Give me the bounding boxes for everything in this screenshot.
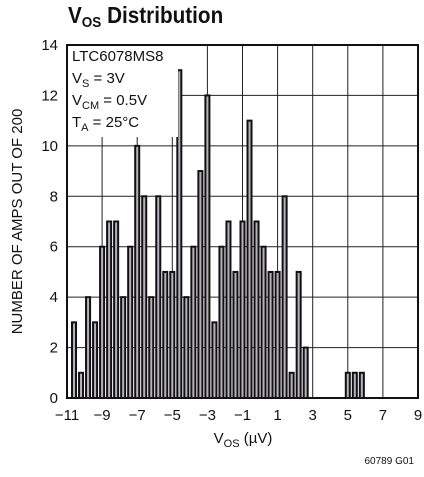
annotation-rest: = 0.5V (99, 92, 147, 109)
annotation-subscript: S (82, 78, 89, 90)
chart-title: VOS Distribution (68, 2, 223, 31)
histogram-bar (351, 371, 358, 399)
histogram-bar (274, 270, 281, 399)
title-main: V (68, 2, 82, 28)
annotation-main: LTC6078MS8 (72, 48, 163, 65)
histogram-bar (85, 296, 92, 399)
histogram-bar (113, 220, 120, 399)
histogram-bar (288, 371, 295, 399)
x-tick-label: 3 (309, 407, 317, 424)
y-tick-labels: 0 2 4 6 8 10 12 14 (41, 37, 58, 407)
annotation-line: VS = 3V (72, 70, 125, 90)
y-tick-label: 4 (50, 289, 58, 306)
y-tick-label: 10 (41, 138, 58, 155)
annotation-rest: = 25°C (89, 114, 140, 131)
histogram-bar (232, 270, 239, 399)
histogram-bar (155, 195, 162, 399)
axis-titles: VOS (µV) NUMBER OF AMPS OUT OF 200 (9, 109, 272, 450)
annotation-rest: = 3V (89, 70, 124, 87)
annotation-background (68, 46, 178, 137)
histogram-bar (281, 195, 288, 399)
plot-frame (66, 44, 419, 399)
annotation-line: VCM = 0.5V (72, 92, 147, 112)
annotation-line: LTC6078MS8 (72, 48, 163, 65)
histogram-bar (141, 195, 148, 399)
histogram-bar (253, 220, 260, 399)
x-tick-label: 7 (379, 407, 387, 424)
y-tick-label: 14 (41, 37, 58, 54)
plot-border (66, 44, 419, 399)
title-sub: OS (81, 14, 102, 31)
histogram-bar (225, 220, 232, 399)
histogram-bar (162, 270, 169, 399)
histogram-bar (267, 270, 274, 399)
y-tick-label: 0 (50, 390, 58, 407)
histogram-bar (204, 94, 211, 400)
histogram-bar (218, 245, 225, 399)
x-tick-label: 5 (344, 407, 352, 424)
annotation-subscript: CM (82, 100, 99, 112)
histogram-bar (260, 245, 267, 399)
histogram-bar (106, 220, 113, 399)
histogram-bar (239, 220, 246, 399)
histogram-bar (78, 371, 85, 399)
x-axis-title: VOS (µV) (214, 430, 273, 450)
annotation-line: TA = 25°C (72, 114, 139, 134)
histogram-bar (190, 245, 197, 399)
histogram-bar (120, 296, 127, 399)
annotation-main: V (72, 70, 82, 87)
histogram-bar (71, 321, 78, 400)
histogram-bar (344, 371, 351, 399)
y-tick-label: 8 (50, 188, 58, 205)
histogram-bar (92, 321, 99, 400)
histogram-bar (183, 296, 190, 399)
histogram-bar (127, 245, 134, 399)
x-tick-labels: −11 −9 −7 −5 −3 −1 1 3 5 7 9 (55, 407, 422, 424)
y-tick-label: 2 (50, 340, 58, 357)
histogram-bar (99, 245, 106, 399)
histogram-bar (246, 119, 253, 400)
y-tick-label: 12 (41, 87, 58, 104)
histogram-bar (169, 270, 176, 399)
y-tick-label: 6 (50, 239, 58, 256)
y-axis-title: NUMBER OF AMPS OUT OF 200 (9, 109, 26, 335)
x-tick-label: −1 (234, 407, 251, 424)
annotation-main: T (72, 114, 81, 131)
histogram-bar (358, 371, 365, 399)
x-tick-label: 1 (273, 407, 281, 424)
x-axis-title-sub: OS (224, 438, 240, 450)
x-tick-label: −5 (164, 407, 181, 424)
x-axis-title-main: V (214, 430, 224, 447)
title-rest: Distribution (101, 2, 224, 28)
x-tick-label: 9 (414, 407, 422, 424)
x-tick-label: −7 (129, 407, 146, 424)
x-axis-title-rest: (µV) (240, 430, 273, 447)
histogram-bar (134, 144, 141, 399)
annotation-subscript: A (81, 122, 89, 134)
x-tick-label: −3 (199, 407, 216, 424)
histogram-bar (148, 296, 155, 399)
annotation-main: V (72, 92, 82, 109)
figure-id: 60789 G01 (364, 456, 415, 467)
histogram-bar (211, 321, 218, 400)
x-tick-label: −9 (94, 407, 111, 424)
histogram-bar (197, 170, 204, 399)
histogram-bar (302, 346, 309, 400)
histogram-bar (295, 270, 302, 399)
x-tick-label: −11 (55, 407, 79, 424)
